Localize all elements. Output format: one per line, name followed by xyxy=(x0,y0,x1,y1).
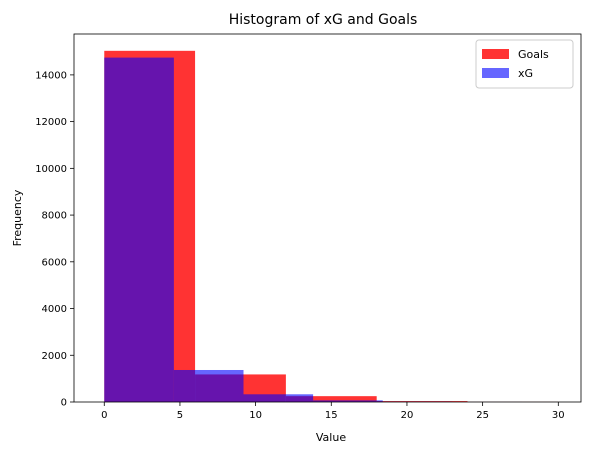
bar-xg-1 xyxy=(173,369,244,402)
y-tick-label-0: 0 xyxy=(61,398,67,409)
x-tick-label-1: 5 xyxy=(177,410,183,421)
legend-swatch-xg xyxy=(482,68,509,78)
y-tick-label-5: 10000 xyxy=(35,164,67,175)
legend: Goals xG xyxy=(475,39,574,89)
legend-label-xg: xG xyxy=(518,67,533,80)
y-tick-label-2: 4000 xyxy=(42,304,67,315)
x-tick-label-5: 25 xyxy=(476,410,489,421)
legend-swatch-goals xyxy=(482,49,509,59)
y-tick-label-3: 6000 xyxy=(42,257,67,268)
x-tick-label-4: 20 xyxy=(401,410,414,421)
bars-group xyxy=(104,50,559,403)
plot-frame xyxy=(73,33,582,403)
x-tick-label-2: 10 xyxy=(249,410,262,421)
x-tick-label-0: 0 xyxy=(101,410,107,421)
axes-group: 0 5 10 15 20 25 30 0 2000 4000 6000 8000 10000 12000 1… xyxy=(35,33,582,421)
chart-title: Histogram of xG and Goals xyxy=(229,12,418,28)
bar-goals-2 xyxy=(285,396,377,402)
bar-xg-2 xyxy=(243,394,314,402)
series-xg-bars xyxy=(104,57,522,403)
x-tick-label-3: 15 xyxy=(325,410,338,421)
y-tick-label-7: 14000 xyxy=(35,70,67,81)
x-axis-title: Value xyxy=(316,431,346,444)
legend-label-goals: Goals xyxy=(518,48,549,61)
x-tick-label-6: 30 xyxy=(552,410,565,421)
y-axis-title: Frequency xyxy=(11,189,24,246)
bar-xg-3 xyxy=(313,400,383,402)
y-tick-label-1: 2000 xyxy=(42,351,67,362)
bar-xg-0 xyxy=(104,57,174,403)
y-tick-label-4: 8000 xyxy=(42,211,67,222)
y-tick-label-6: 12000 xyxy=(35,117,67,128)
